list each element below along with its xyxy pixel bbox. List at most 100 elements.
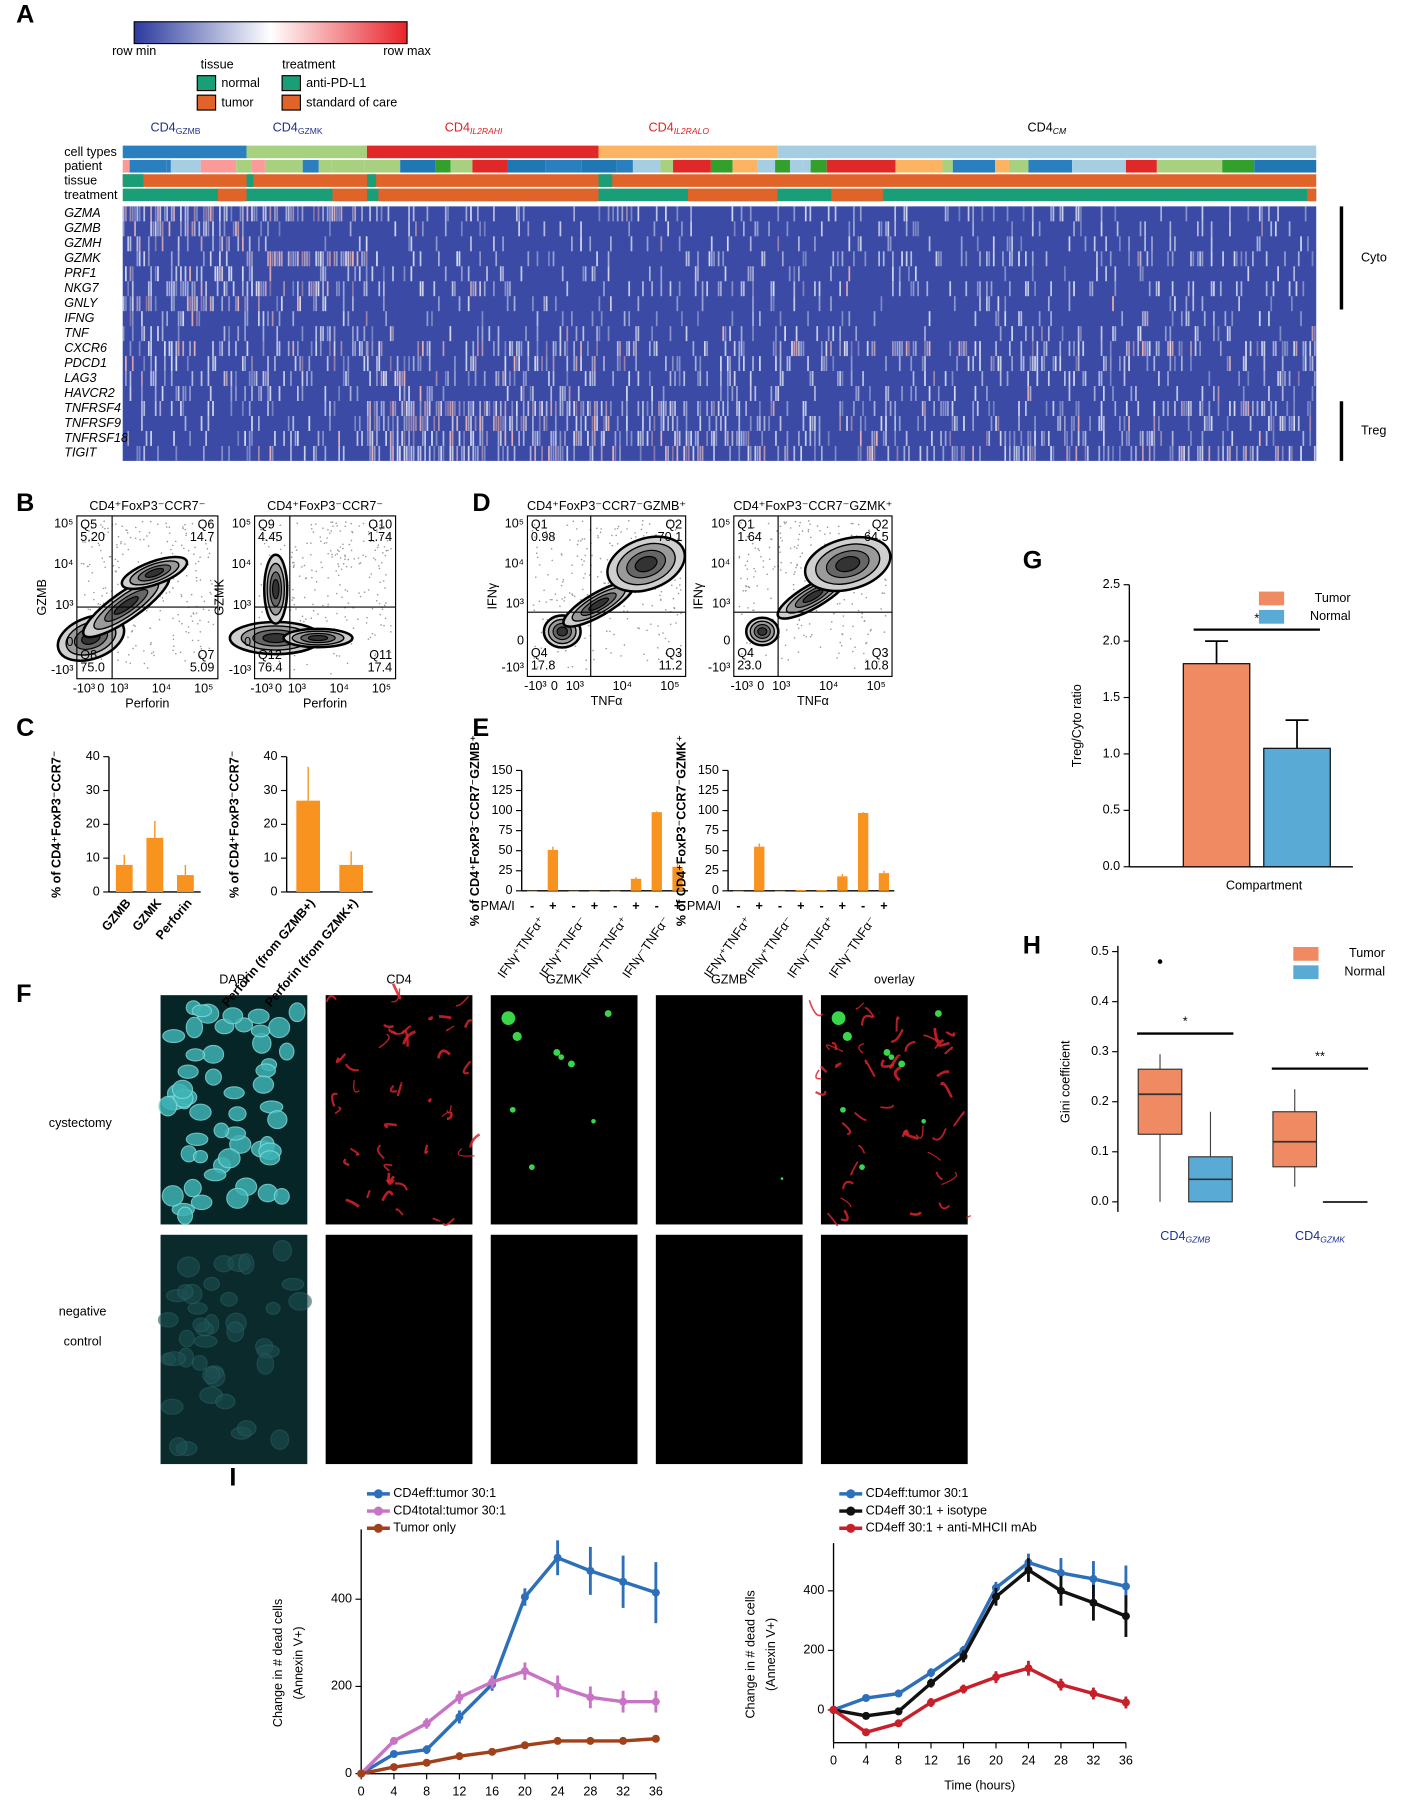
heat-cell (594, 416, 596, 431)
event-dot (588, 625, 590, 627)
heat-cell (155, 356, 157, 371)
heat-cell (736, 431, 738, 446)
heat-cell (521, 386, 523, 401)
heat-cell (573, 206, 575, 221)
heat-cell (651, 281, 653, 296)
heat-cell (903, 446, 905, 461)
row-label: PMA/I (480, 899, 514, 913)
heat-cell (130, 386, 132, 401)
marker (619, 1578, 627, 1586)
heat-cell (1027, 446, 1029, 461)
heat-cell (1036, 356, 1038, 371)
event-dot (793, 589, 795, 591)
event-dot (551, 560, 553, 562)
heat-cell (507, 446, 509, 461)
heat-cell (553, 446, 555, 461)
heat-cell (975, 386, 977, 401)
event-dot (780, 562, 782, 564)
event-dot (200, 579, 202, 581)
heat-cell (798, 341, 800, 356)
heat-cell (773, 401, 775, 416)
heat-cell (727, 431, 729, 446)
heat-cell (136, 446, 138, 461)
heat-cell (722, 326, 724, 341)
event-dot (793, 584, 795, 586)
bar (527, 891, 537, 892)
event-dot (658, 634, 660, 636)
heat-cell (1291, 296, 1293, 311)
heat-cell (1055, 356, 1057, 371)
event-dot (324, 543, 326, 545)
heat-cell (665, 446, 667, 461)
heat-cell (665, 356, 667, 371)
heat-cell (1305, 356, 1307, 371)
heat-cell (318, 431, 320, 446)
heat-cell (502, 446, 504, 461)
event-dot (370, 573, 372, 575)
heat-cell (963, 416, 965, 431)
heat-cell (1247, 371, 1249, 386)
heat-cell (1016, 446, 1018, 461)
heat-cell (752, 296, 754, 311)
nucleus (266, 1302, 280, 1314)
heat-cell (164, 341, 166, 356)
heat-cell (892, 341, 894, 356)
event-dot (839, 642, 841, 644)
event-dot (816, 610, 818, 612)
heat-cell (690, 221, 692, 236)
heat-cell (322, 296, 324, 311)
heat-cell (1172, 341, 1174, 356)
heat-cell (839, 326, 841, 341)
heat-cell (965, 251, 967, 266)
heat-cell (718, 281, 720, 296)
event-dot (790, 527, 792, 529)
heat-cell (1043, 431, 1045, 446)
heat-cell (883, 431, 885, 446)
y-axis-label: % of CD4⁺FoxP3⁻CCR7⁻ (227, 751, 241, 898)
heat-cell (486, 401, 488, 416)
heat-cell (408, 401, 410, 416)
heat-cell (523, 386, 525, 401)
event-dot (99, 544, 101, 546)
marker (554, 1554, 562, 1562)
heat-cell (461, 446, 463, 461)
heat-cell (734, 371, 736, 386)
event-dot (81, 563, 83, 565)
heat-cell (297, 251, 299, 266)
heat-cell (288, 206, 290, 221)
heat-cell (1085, 446, 1087, 461)
event-dot (299, 575, 301, 577)
heat-cell (269, 251, 271, 266)
heat-cell (150, 341, 152, 356)
heat-cell (219, 341, 221, 356)
event-dot (784, 523, 786, 525)
heat-cell (320, 341, 322, 356)
heat-cell (1261, 401, 1263, 416)
heat-cell (1250, 416, 1252, 431)
heat-cell (505, 371, 507, 386)
heat-cell (132, 326, 134, 341)
heat-cell (1247, 206, 1249, 221)
heat-cell (901, 251, 903, 266)
heat-cell (376, 371, 378, 386)
heat-cell (475, 281, 477, 296)
heat-cell (819, 416, 821, 431)
event-dot (357, 619, 359, 621)
event-dot (172, 650, 174, 652)
heat-cell (470, 356, 472, 371)
heat-cell (635, 356, 637, 371)
heat-cell (413, 206, 415, 221)
heat-cell (571, 311, 573, 326)
event-dot (661, 591, 663, 593)
event-dot (363, 540, 365, 542)
granule (832, 1011, 846, 1025)
event-dot (606, 630, 608, 632)
event-dot (344, 558, 346, 560)
heat-cell (979, 296, 981, 311)
heat-cell (459, 296, 461, 311)
event-dot (578, 540, 580, 542)
heat-cell (302, 356, 304, 371)
event-dot (797, 544, 799, 546)
event-dot (351, 531, 353, 533)
event-dot (304, 565, 306, 567)
